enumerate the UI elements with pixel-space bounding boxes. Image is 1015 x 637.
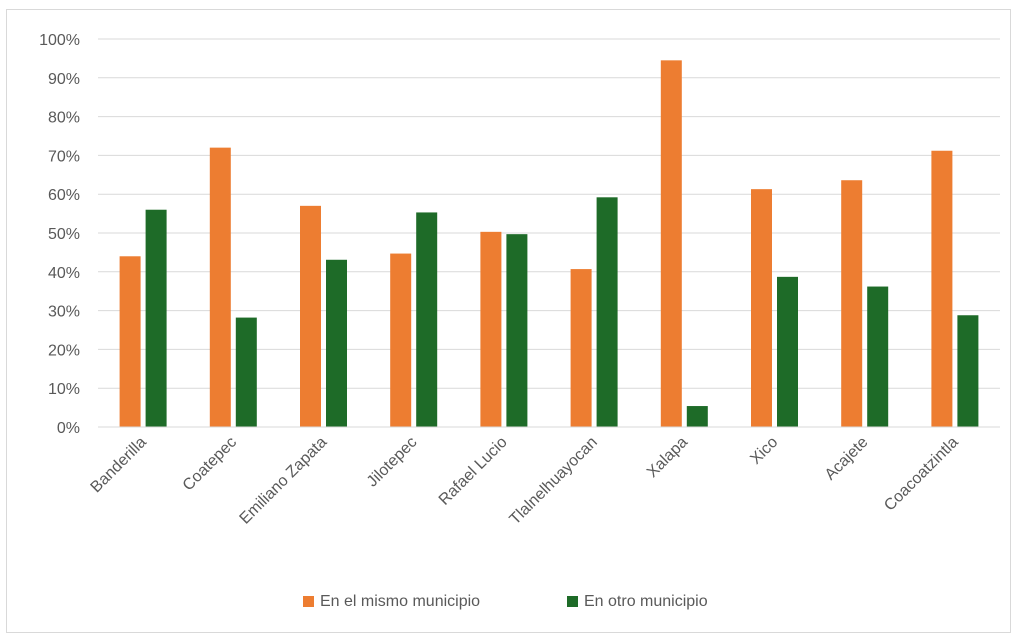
- bar-mismo-municipio: [300, 205, 321, 427]
- y-tick-label: 80%: [48, 110, 80, 127]
- bar-otro-municipio: [596, 197, 618, 427]
- y-tick-label: 40%: [48, 265, 80, 282]
- bar-mismo-municipio: [119, 256, 141, 427]
- bars: [119, 60, 979, 428]
- bar-otro-municipio: [145, 209, 167, 427]
- bar-mismo-municipio: [390, 253, 412, 427]
- bar-mismo-municipio: [660, 60, 682, 428]
- bar-otro-municipio: [957, 315, 979, 427]
- x-category-label: Emiliano Zapata: [237, 434, 331, 528]
- legend-label: En el mismo municipio: [320, 593, 480, 610]
- bar-otro-municipio: [326, 259, 347, 427]
- bar-mismo-municipio: [480, 231, 502, 427]
- y-tick-label: 30%: [48, 304, 80, 321]
- gridlines: [98, 38, 1000, 389]
- y-axis-tick-labels: 0% 10% 20% 30% 40% 50% 60% 70% 80% 90% 100%: [39, 32, 80, 437]
- bar-otro-municipio: [777, 276, 798, 427]
- x-category-label: Rafael Lucio: [436, 434, 511, 509]
- legend-swatch: [567, 596, 578, 607]
- y-tick-label: 0%: [57, 420, 80, 437]
- y-tick-label: 60%: [48, 187, 80, 204]
- bar-otro-municipio: [867, 286, 889, 427]
- bar-otro-municipio: [686, 406, 708, 427]
- x-category-label: Xalapa: [644, 434, 691, 481]
- bar-mismo-municipio: [841, 180, 863, 427]
- bar-otro-municipio: [506, 234, 528, 427]
- bar-otro-municipio: [416, 212, 438, 427]
- legend: En el mismo municipio En otro municipio: [303, 593, 708, 610]
- bar-mismo-municipio: [209, 147, 231, 427]
- x-category-label: Coacoatzintla: [881, 434, 962, 515]
- x-category-label: Banderilla: [88, 434, 150, 496]
- legend-label: En otro municipio: [584, 593, 708, 610]
- x-category-label: Xico: [747, 434, 781, 468]
- bar-mismo-municipio: [751, 189, 772, 427]
- x-category-label: Tlalnelhuayocan: [507, 434, 601, 528]
- y-tick-label: 70%: [48, 148, 80, 165]
- y-tick-label: 90%: [48, 71, 80, 88]
- x-category-label: Coatepec: [180, 434, 240, 494]
- y-tick-label: 100%: [39, 32, 80, 49]
- bar-mismo-municipio: [570, 269, 592, 427]
- bar-mismo-municipio: [931, 150, 953, 427]
- legend-swatch: [303, 596, 314, 607]
- x-category-label: Acajete: [822, 434, 872, 484]
- y-tick-label: 20%: [48, 342, 80, 359]
- y-tick-label: 50%: [48, 226, 80, 243]
- bar-otro-municipio: [235, 317, 257, 427]
- y-tick-label: 10%: [48, 381, 80, 398]
- x-category-label: Jilotepec: [364, 434, 421, 491]
